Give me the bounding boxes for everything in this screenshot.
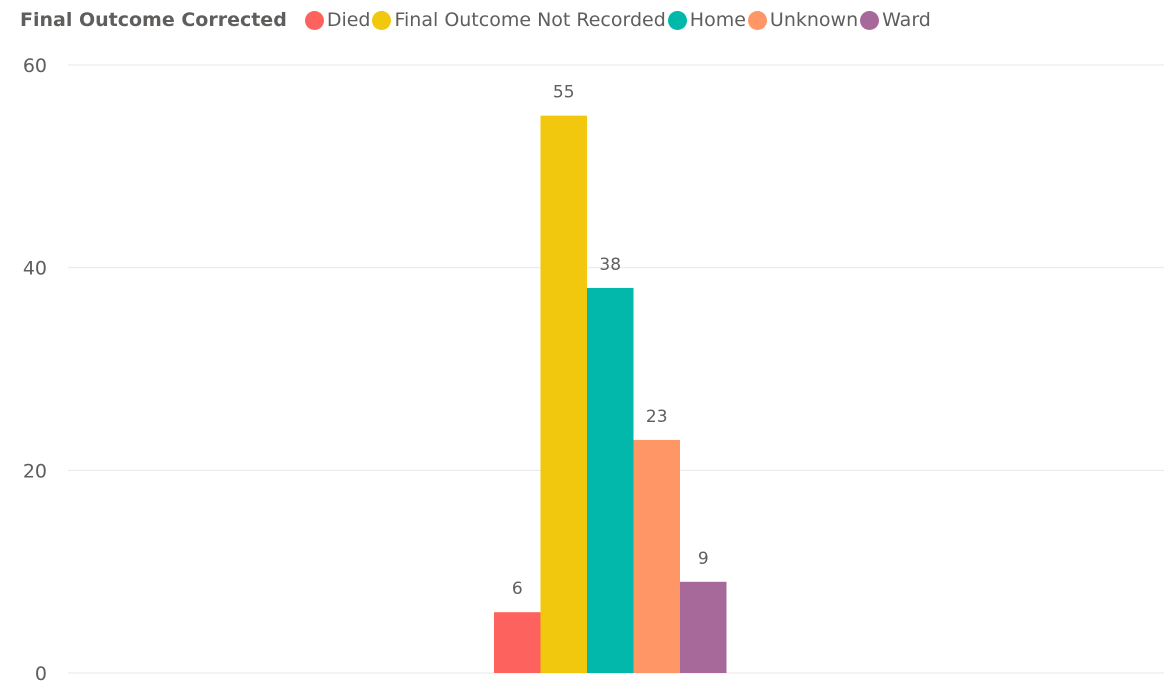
legend-item-final-outcome-not-recorded[interactable]: Final Outcome Not Recorded (372, 9, 666, 31)
bar-ward[interactable] (680, 581, 727, 673)
y-tick-label: 40 (23, 258, 47, 280)
data-label-died: 6 (512, 579, 523, 599)
data-label-home: 38 (599, 255, 621, 275)
chart-legend: Final Outcome Corrected Died Final Outcom… (20, 6, 933, 34)
legend-item-died[interactable]: Died (304, 9, 371, 31)
legend-swatch (372, 10, 392, 30)
y-axis: 0 20 40 60 (23, 55, 47, 681)
data-label-ward: 9 (698, 549, 709, 569)
legend-label: Final Outcome Not Recorded (394, 9, 666, 31)
bar-died[interactable] (494, 612, 541, 673)
legend-label: Died (326, 9, 371, 31)
y-tick-label: 20 (23, 460, 47, 482)
bar-final-outcome-not-recorded[interactable] (540, 115, 588, 673)
legend-item-ward[interactable]: Ward (860, 9, 931, 31)
legend-item-home[interactable]: Home (667, 9, 746, 31)
legend-swatch (667, 10, 687, 30)
legend-items: Died Final Outcome Not Recorded Home Unknow… (304, 9, 933, 31)
legend-swatch (860, 10, 880, 30)
bar-home[interactable] (587, 287, 634, 673)
data-label-unknown: 23 (646, 407, 668, 427)
data-labels: 6 55 38 23 9 (512, 83, 709, 600)
y-tick-label: 60 (23, 55, 47, 77)
data-label-final-outcome-not-recorded: 55 (553, 83, 575, 103)
legend-label: Unknown (769, 9, 859, 31)
y-tick-label: 0 (35, 663, 47, 681)
legend-label: Ward (882, 9, 931, 31)
bar-unknown[interactable] (633, 439, 681, 673)
legend-label: Home (689, 9, 746, 31)
legend-swatch (304, 10, 324, 30)
bars (494, 115, 727, 673)
legend-swatch (747, 10, 767, 30)
legend-title: Final Outcome Corrected (20, 9, 287, 31)
legend-item-unknown[interactable]: Unknown (747, 9, 859, 31)
